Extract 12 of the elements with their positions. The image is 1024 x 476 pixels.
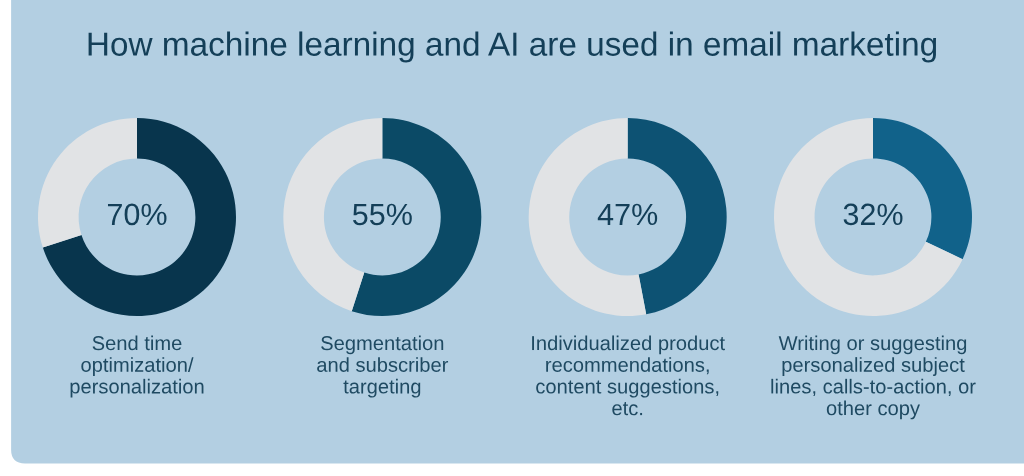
donut-slice: [774, 118, 963, 316]
data-label: 32%: [843, 203, 903, 226]
data-label: 70%: [107, 203, 167, 226]
data-label: 47%: [597, 203, 658, 226]
text: How machine learning and AI are used in email marketing: [88, 31, 937, 63]
text: Send time optimization/ personalization: [70, 335, 204, 398]
data-label: 55%: [352, 203, 412, 226]
text: Segmentation and subscriber targeting: [317, 335, 449, 398]
text: Individualized product recommendations, content suggestions, etc.: [532, 335, 725, 416]
donut-slice: [351, 118, 482, 316]
donut-slice: [42, 118, 236, 316]
text: Writing or suggesting personalized subject lines, calls-to-action, or other copy: [771, 335, 976, 420]
